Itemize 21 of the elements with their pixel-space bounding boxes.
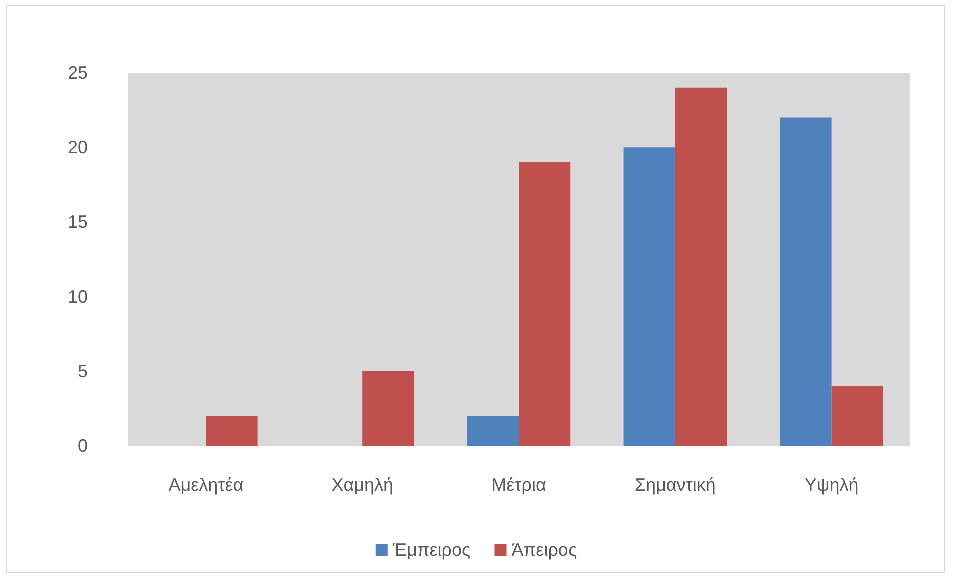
x-tick-label: Χαμηλή [332, 475, 394, 495]
x-tick-label: Υψηλή [804, 475, 859, 495]
bar [206, 416, 258, 446]
y-tick-label: 15 [68, 212, 88, 232]
y-tick-label: 20 [68, 138, 88, 158]
legend-label: Έμπειρος [392, 540, 472, 560]
x-tick-label: Μέτρια [492, 475, 546, 495]
y-tick-label: 0 [78, 436, 88, 456]
bar [832, 386, 884, 446]
bar [362, 371, 414, 446]
legend-label: Άπειρος [512, 540, 578, 560]
y-tick-label: 25 [68, 63, 88, 83]
bar [675, 88, 728, 446]
bar [624, 148, 676, 446]
y-tick-label: 10 [68, 286, 88, 307]
y-tick-label: 5 [78, 361, 88, 382]
bar [519, 162, 571, 446]
x-tick-label: Αμελητέα [168, 475, 244, 495]
bar [467, 416, 519, 446]
x-tick-label: Σημαντική [634, 475, 716, 495]
bar [780, 118, 832, 446]
